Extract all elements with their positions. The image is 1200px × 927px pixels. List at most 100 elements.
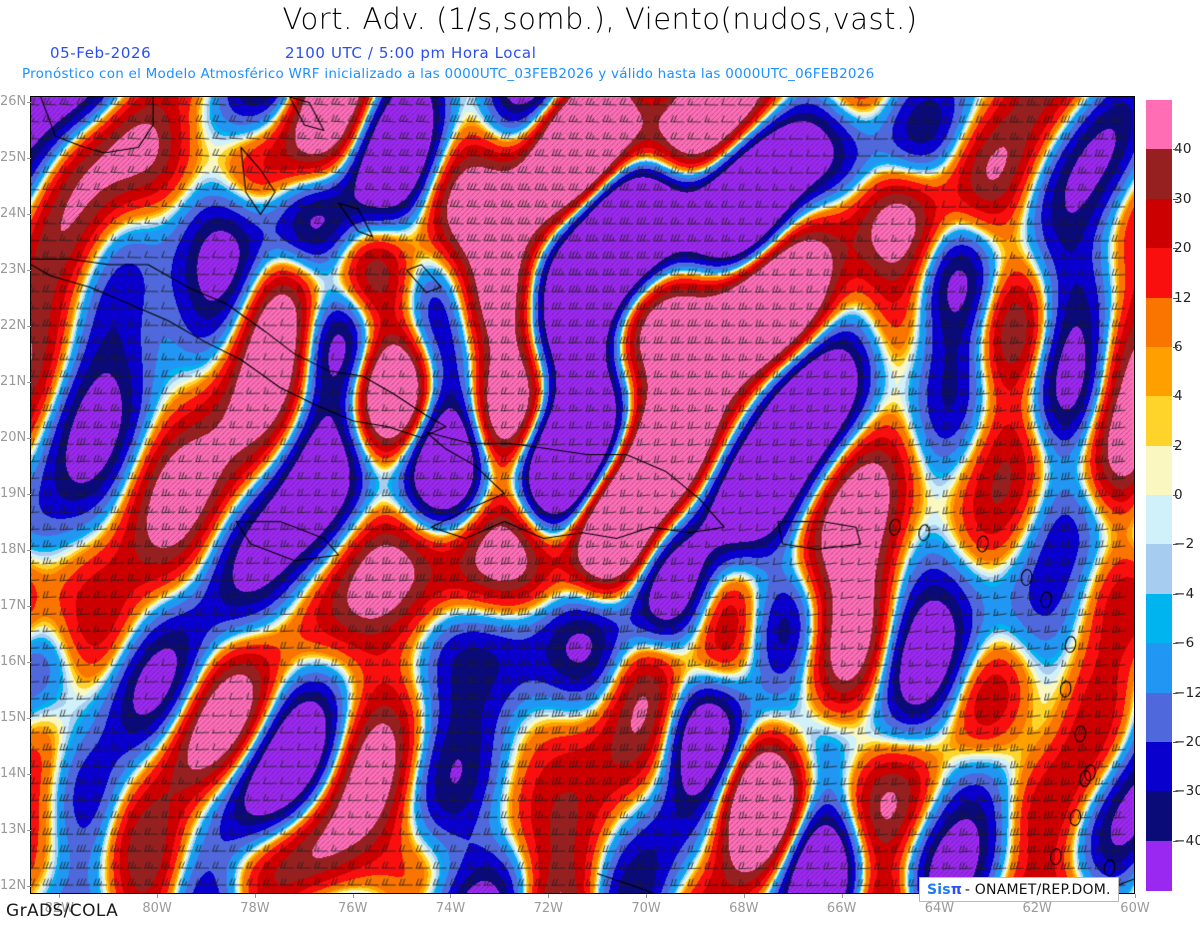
y-tick-label: 14N xyxy=(0,765,27,781)
colorbar-tick-label: 4 xyxy=(1174,388,1183,405)
x-tick-mark xyxy=(646,894,648,898)
y-tick-label: 20N xyxy=(0,429,27,445)
colorbar-tick-label: −12 xyxy=(1174,684,1200,701)
y-tick-mark xyxy=(27,325,31,327)
colorbar-tick-label: 2 xyxy=(1174,437,1183,454)
colorbar-band xyxy=(1146,100,1172,150)
x-tick-label: 82W xyxy=(44,901,75,916)
colorbar-tick-label: 20 xyxy=(1174,240,1192,257)
colorbar-tick-mark xyxy=(1173,741,1178,743)
onamet-watermark: Sis π - ONAMET/REP.DOM. xyxy=(919,877,1119,902)
colorbar-band xyxy=(1146,297,1172,348)
x-tick-label: 70W xyxy=(631,901,661,916)
colorbar-band xyxy=(1146,692,1172,743)
x-tick-mark xyxy=(743,894,745,898)
colorbar-tick-mark xyxy=(1173,643,1178,645)
y-tick-label: 18N xyxy=(0,541,27,557)
colorbar-tick-label: 6 xyxy=(1174,338,1183,355)
colorbar-band xyxy=(1146,198,1172,249)
page-title: Vort. Adv. (1/s,somb.), Viento(nudos,vas… xyxy=(282,2,918,36)
colorbar-tick-label: 0 xyxy=(1174,487,1183,503)
x-tick-label: 72W xyxy=(533,901,563,916)
y-tick-mark xyxy=(27,773,31,775)
colorbar-tick-label: −20 xyxy=(1174,733,1200,750)
y-tick-mark xyxy=(27,493,31,495)
colorbar-band xyxy=(1146,346,1172,397)
x-tick-mark xyxy=(450,894,452,898)
x-tick-mark xyxy=(548,894,550,898)
chart-header: Vort. Adv. (1/s,somb.), Viento(nudos,vas… xyxy=(0,0,1200,95)
colorbar-band xyxy=(1146,643,1172,694)
colorbar-tick-label: 40 xyxy=(1174,141,1192,158)
y-tick-label: 17N xyxy=(0,597,27,613)
colorbar-tick-mark xyxy=(1173,840,1178,842)
colorbar-tick-label: −2 xyxy=(1174,536,1195,553)
x-tick-label: 60W xyxy=(1120,901,1150,916)
y-tick-mark xyxy=(27,829,31,831)
colorbar-band xyxy=(1146,544,1172,595)
x-tick-label: 76W xyxy=(337,901,368,916)
x-tick-mark xyxy=(254,894,256,898)
x-tick-label: 74W xyxy=(435,901,466,916)
colorbar-tick-label: −4 xyxy=(1174,585,1195,602)
y-tick-label: 25N xyxy=(0,149,27,165)
colorbar-tick-mark xyxy=(1173,248,1178,250)
y-tick-mark xyxy=(27,157,31,159)
y-tick-label: 22N xyxy=(0,317,27,333)
watermark-sis-text: Sis xyxy=(927,881,951,898)
y-tick-mark xyxy=(27,101,31,103)
colorbar-tick-label: −6 xyxy=(1174,635,1195,652)
colorbar-tick-mark xyxy=(1173,198,1178,200)
colorbar-tick-mark xyxy=(1173,544,1178,546)
grads-credit-label: GrADS/COLA xyxy=(6,901,119,921)
colorbar-band xyxy=(1146,840,1172,891)
colorbar-tick-label: 30 xyxy=(1174,190,1192,207)
y-tick-mark xyxy=(27,605,31,607)
x-tick-label: 78W xyxy=(240,901,270,916)
vorticity-advection-field xyxy=(31,97,1134,893)
y-tick-mark xyxy=(27,549,31,551)
map-plot-area[interactable] xyxy=(30,96,1135,894)
y-tick-mark xyxy=(27,213,31,215)
colorbar-tick-label: −40 xyxy=(1174,832,1200,849)
x-tick-label: 66W xyxy=(826,901,857,916)
colorbar-tick-mark xyxy=(1173,396,1178,398)
x-tick-label: 68W xyxy=(729,901,759,916)
y-tick-label: 15N xyxy=(0,709,27,725)
watermark-tt-icon: π xyxy=(950,881,962,898)
y-tick-label: 21N xyxy=(0,373,27,389)
colorbar-band xyxy=(1146,495,1172,545)
colorbar-tick-label: −30 xyxy=(1174,783,1200,800)
y-tick-label: 23N xyxy=(0,261,27,277)
colorbar-tick-mark xyxy=(1173,346,1178,348)
y-tick-mark xyxy=(27,885,31,887)
y-tick-label: 16N xyxy=(0,653,27,669)
y-tick-mark xyxy=(27,437,31,439)
x-tick-mark xyxy=(59,894,61,898)
colorbar-legend[interactable]: 40 30 20 12 6 4 2 0 −2 −4 −6 −12 −20 −30 −40 xyxy=(1146,100,1200,891)
x-tick-label: 62W xyxy=(1022,901,1052,916)
x-tick-mark xyxy=(352,894,354,898)
colorbar-band xyxy=(1146,396,1172,447)
colorbar-tick-mark xyxy=(1173,593,1178,595)
y-tick-mark xyxy=(27,717,31,719)
y-tick-label: 19N xyxy=(0,485,27,501)
colorbar-band xyxy=(1146,445,1172,496)
colorbar-band xyxy=(1146,149,1172,200)
y-tick-label: 13N xyxy=(0,821,27,837)
forecast-date-label: 05-Feb-2026 xyxy=(50,44,152,62)
x-tick-mark xyxy=(1135,894,1136,898)
colorbar-tick-mark xyxy=(1173,692,1178,694)
watermark-org-text: - ONAMET/REP.DOM. xyxy=(964,881,1111,898)
x-tick-mark xyxy=(841,894,843,898)
colorbar-tick-mark xyxy=(1173,149,1178,151)
y-tick-mark xyxy=(27,381,31,383)
colorbar-tick-mark xyxy=(1173,495,1178,496)
y-tick-mark xyxy=(27,661,31,663)
y-tick-mark xyxy=(27,269,31,271)
y-tick-label: 12N xyxy=(0,877,27,893)
forecast-time-label: 2100 UTC / 5:00 pm Hora Local xyxy=(285,44,537,62)
model-description-label: Pronóstico con el Modelo Atmosférico WRF… xyxy=(22,66,875,82)
colorbar-tick-mark xyxy=(1173,445,1178,447)
x-tick-mark xyxy=(157,894,159,898)
